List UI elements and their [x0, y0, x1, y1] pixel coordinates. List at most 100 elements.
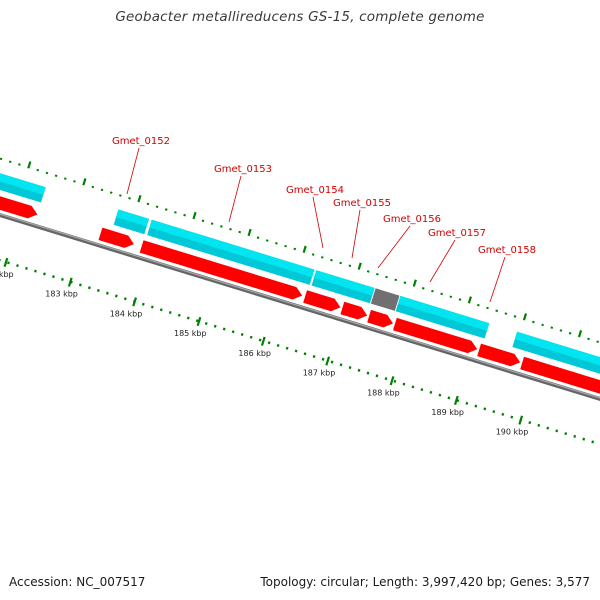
- scale-label: 189 kbp: [431, 408, 464, 417]
- scale-major-tick: [389, 376, 395, 386]
- forward-gene-highlight-6: [514, 331, 600, 366]
- outer-tick-mark: [45, 171, 49, 175]
- outer-tick-mark: [311, 253, 315, 256]
- scale-tick-mark: [7, 261, 10, 265]
- genome-summary-label: Topology: circular; Length: 3,997,420 bp…: [260, 575, 590, 589]
- scale-tick-mark: [420, 388, 424, 392]
- scale-tick-mark: [34, 269, 37, 273]
- scale-tick-mark: [339, 363, 343, 367]
- scale-tick-mark: [249, 335, 253, 339]
- scale-tick-mark: [375, 374, 379, 378]
- outer-tick-mark: [357, 262, 362, 270]
- outer-tick-mark: [330, 258, 333, 262]
- outer-tick-mark: [467, 296, 472, 304]
- outer-tick-mark: [174, 211, 177, 214]
- outer-tick-mark: [229, 227, 232, 231]
- outer-tick-mark: [339, 261, 342, 265]
- scale-tick-mark: [96, 288, 100, 292]
- scale-tick-mark: [186, 316, 190, 320]
- reverse-gene-2: [98, 227, 134, 248]
- scale-tick-mark: [25, 266, 28, 270]
- outer-tick-mark: [82, 178, 87, 186]
- scale-tick-mark: [204, 321, 208, 326]
- scale-major-tick: [260, 336, 266, 346]
- gene-label-leader: [312, 196, 324, 249]
- outer-tick-mark: [504, 312, 508, 315]
- outer-tick-mark: [201, 219, 205, 223]
- outer-tick-mark: [577, 330, 583, 338]
- outer-tick-mark: [320, 256, 324, 259]
- forward-gene-highlight-3: [149, 219, 315, 278]
- scale-tick-mark: [177, 313, 181, 317]
- scale-label: 186 kbp: [238, 349, 271, 358]
- outer-tick-mark: [596, 340, 600, 344]
- gene-label-leader: [228, 175, 242, 223]
- outer-tick-mark: [385, 275, 388, 279]
- map-title: Geobacter metallireducens GS-15, complet…: [115, 9, 485, 25]
- outer-tick-mark: [284, 244, 287, 248]
- forward-gene-highlight-5: [398, 295, 490, 331]
- scale-tick-mark: [393, 379, 397, 383]
- scale-tick-mark: [492, 410, 496, 414]
- outer-tick-mark: [559, 329, 563, 332]
- outer-tick-mark: [403, 281, 407, 284]
- scale-tick-mark: [537, 423, 541, 427]
- scale-tick-mark: [357, 368, 361, 372]
- scale-major-tick: [3, 257, 9, 268]
- outer-tick-mark: [458, 298, 462, 301]
- outer-tick-mark: [8, 160, 12, 163]
- forward-gene-highlight-1: [0, 173, 46, 195]
- scale-tick-mark: [195, 319, 199, 323]
- outer-tick-mark: [587, 337, 590, 341]
- scale-tick-mark: [285, 346, 289, 350]
- other-feature-block: [370, 288, 400, 311]
- scale-tick-mark: [87, 286, 91, 290]
- scale-tick-mark: [411, 385, 415, 389]
- scale-tick-mark: [501, 412, 505, 416]
- scale-tick-mark: [16, 264, 19, 268]
- scale-label: 183 kbp: [45, 290, 78, 299]
- scale-tick-mark: [61, 277, 64, 281]
- scale-tick-mark: [294, 349, 298, 353]
- scale-tick-mark: [384, 377, 388, 381]
- outer-tick-mark: [431, 289, 434, 293]
- gene-label-leader: [429, 239, 456, 283]
- reverse-gene-8: [477, 343, 521, 367]
- scale-tick-mark: [528, 421, 532, 425]
- outer-tick-mark: [183, 213, 186, 217]
- outer-tick-mark: [513, 315, 517, 318]
- scale-tick-mark: [483, 407, 487, 411]
- outer-tick-mark: [0, 157, 3, 161]
- accession-label: Accession: NC_007517: [9, 575, 146, 589]
- forward-gene-highlight-4: [313, 270, 375, 296]
- outer-tick-mark: [164, 208, 168, 211]
- outer-tick-mark: [36, 168, 40, 172]
- scale-tick-mark: [105, 291, 109, 295]
- outer-tick-mark: [275, 242, 278, 245]
- reverse-gene-1: [0, 196, 38, 219]
- scale-major-tick: [518, 415, 524, 425]
- outer-tick-mark: [376, 272, 379, 276]
- outer-tick-mark: [210, 222, 214, 225]
- gene-label-leader: [377, 225, 411, 269]
- outer-tick-mark: [449, 295, 453, 299]
- outer-tick-mark: [532, 320, 535, 324]
- outer-tick-mark: [155, 205, 159, 209]
- gene-label: Gmet_0156: [383, 214, 441, 225]
- outer-tick-mark: [486, 306, 489, 310]
- scale-tick-mark: [564, 432, 568, 436]
- outer-tick-mark: [412, 279, 417, 287]
- scale-tick-mark: [321, 357, 325, 361]
- outer-tick-mark: [54, 174, 58, 178]
- reverse-gene-6: [367, 309, 393, 328]
- outer-tick-mark: [256, 236, 260, 239]
- outer-tick-mark: [550, 326, 554, 329]
- outer-tick-mark: [219, 225, 223, 228]
- scale-tick-mark: [141, 302, 145, 306]
- scale-major-tick: [67, 277, 73, 287]
- outer-tick-mark: [366, 270, 370, 273]
- scale-label: 184 kbp: [110, 309, 143, 318]
- gene-label: Gmet_0157: [428, 228, 486, 239]
- scale-tick-mark: [438, 393, 442, 397]
- outer-tick-mark: [265, 239, 269, 242]
